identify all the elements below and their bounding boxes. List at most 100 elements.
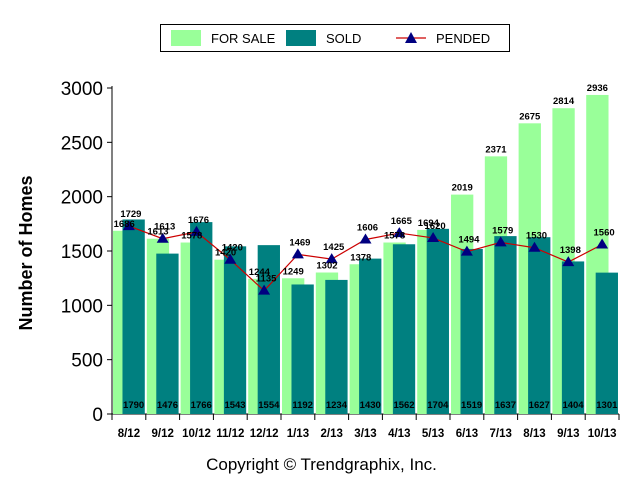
data-label-sold: 1790 — [123, 400, 144, 411]
data-label-sold: 1627 — [529, 400, 550, 411]
data-label-pended: 1620 — [425, 221, 446, 232]
x-tick-label: 5/13 — [422, 428, 444, 440]
data-label-pended: 1420 — [222, 243, 243, 254]
data-label-pended: 1606 — [357, 222, 378, 233]
x-tick-label: 12/12 — [250, 428, 279, 440]
y-tick-label: 500 — [71, 351, 103, 372]
data-label-for-sale: 1686 — [114, 219, 135, 230]
legend-swatch-for-sale — [171, 30, 201, 46]
data-label-pended: 1398 — [560, 245, 581, 256]
y-tick-label: 1000 — [61, 296, 103, 317]
bar-sold — [392, 244, 416, 414]
bar-sold — [156, 253, 179, 414]
chart-legend: FOR SALE SOLD PENDED — [160, 24, 510, 52]
data-label-pended: 1676 — [188, 215, 209, 226]
copyright-text: Copyright © Trendgraphix, Inc. — [206, 455, 437, 474]
data-label-sold: 1234 — [326, 400, 348, 411]
data-label-pended: 1469 — [289, 237, 310, 248]
data-label-pended: 1530 — [526, 231, 547, 242]
series-sold — [122, 219, 618, 414]
chart-labels: 1686 1790 1729 1613 1476 1613 1578 1766 1676 1420… — [114, 83, 619, 411]
x-tick-label: 4/13 — [388, 428, 410, 440]
bar-sold — [190, 222, 213, 414]
pended-marker — [359, 233, 372, 244]
pended-marker — [156, 232, 169, 243]
y-tick-label: 1500 — [61, 242, 103, 263]
data-label-for-sale: 2371 — [485, 144, 507, 155]
data-label-for-sale: 1378 — [350, 252, 371, 263]
data-label-for-sale: 2675 — [519, 111, 541, 122]
x-tick-label: 11/12 — [216, 428, 244, 440]
pended-marker — [122, 220, 135, 231]
data-label-pended: 1579 — [492, 225, 513, 236]
data-label-for-sale: 1249 — [283, 266, 304, 277]
data-label-pended: 1494 — [458, 235, 480, 246]
y-tick-label: 2500 — [61, 133, 103, 154]
data-label-for-sale: 1694 — [418, 218, 440, 229]
x-tick-label: 10/13 — [588, 428, 617, 440]
legend-swatch-pended — [396, 32, 426, 43]
pended-marker — [325, 253, 338, 264]
bar-sold — [494, 236, 517, 414]
data-label-sold: 1554 — [258, 400, 280, 411]
data-label-sold: 1766 — [191, 400, 212, 411]
bar-sold — [122, 219, 145, 414]
x-tick-label: 8/13 — [523, 428, 545, 440]
pended-marker — [427, 231, 440, 242]
data-label-sold: 1476 — [157, 400, 178, 411]
x-tick-label: 3/13 — [354, 428, 376, 440]
pended-marker — [528, 241, 541, 252]
data-label-for-sale: 1578 — [181, 231, 202, 242]
y-tick-label: 0 — [92, 405, 103, 426]
bar-sold — [595, 272, 618, 414]
x-tick-label: 10/12 — [182, 428, 211, 440]
pended-marker — [258, 284, 271, 295]
bar-sold — [223, 246, 247, 414]
pended-marker — [460, 245, 473, 256]
pended-marker — [596, 238, 609, 249]
data-label-pended: 1425 — [323, 242, 345, 253]
data-label-pended: 1135 — [256, 274, 277, 285]
bar-sold — [325, 279, 348, 414]
x-tick-label: 9/13 — [557, 428, 579, 440]
legend-swatch-sold — [286, 30, 316, 46]
data-label-for-sale: 1613 — [147, 227, 168, 238]
data-label-pended: 1613 — [154, 222, 175, 233]
x-tick-label: 8/12 — [118, 428, 140, 440]
data-label-sold: 1519 — [461, 400, 482, 411]
bar-sold — [561, 261, 585, 414]
data-label-for-sale: 2814 — [553, 96, 575, 107]
data-label-for-sale: 1420 — [215, 248, 236, 259]
x-tick-label: 7/13 — [490, 428, 512, 440]
data-label-sold: 1543 — [224, 400, 245, 411]
data-label-for-sale: 1244 — [249, 267, 271, 278]
data-label-for-sale: 2019 — [452, 183, 473, 194]
data-label-sold: 1301 — [596, 400, 618, 411]
data-label-sold: 1637 — [495, 400, 516, 411]
data-label-sold: 1404 — [562, 400, 584, 411]
pended-marker — [190, 225, 203, 236]
data-label-pended: 1729 — [120, 209, 141, 220]
bar-sold — [291, 284, 314, 414]
pended-marker — [224, 253, 237, 264]
data-label-sold: 1562 — [393, 400, 414, 411]
x-tick-label: 1/13 — [287, 428, 309, 440]
data-label-pended: 1560 — [594, 227, 615, 238]
data-label-sold: 1704 — [427, 400, 449, 411]
bar-sold — [426, 228, 449, 414]
pended-marker — [562, 256, 575, 267]
bar-sold — [359, 258, 382, 414]
pended-marker — [291, 248, 304, 259]
data-label-for-sale: 1578 — [384, 231, 405, 242]
data-label-sold: 1430 — [360, 400, 381, 411]
bar-sold — [528, 237, 551, 414]
data-label-for-sale: 2936 — [587, 83, 608, 94]
x-tick-label: 6/13 — [456, 428, 478, 440]
pended-marker — [393, 227, 406, 238]
data-label-sold: 1192 — [292, 400, 313, 411]
data-label-for-sale: 1302 — [316, 261, 337, 272]
legend-label-sold: SOLD — [326, 31, 362, 46]
pended-marker — [494, 236, 507, 247]
bar-sold — [460, 248, 483, 414]
